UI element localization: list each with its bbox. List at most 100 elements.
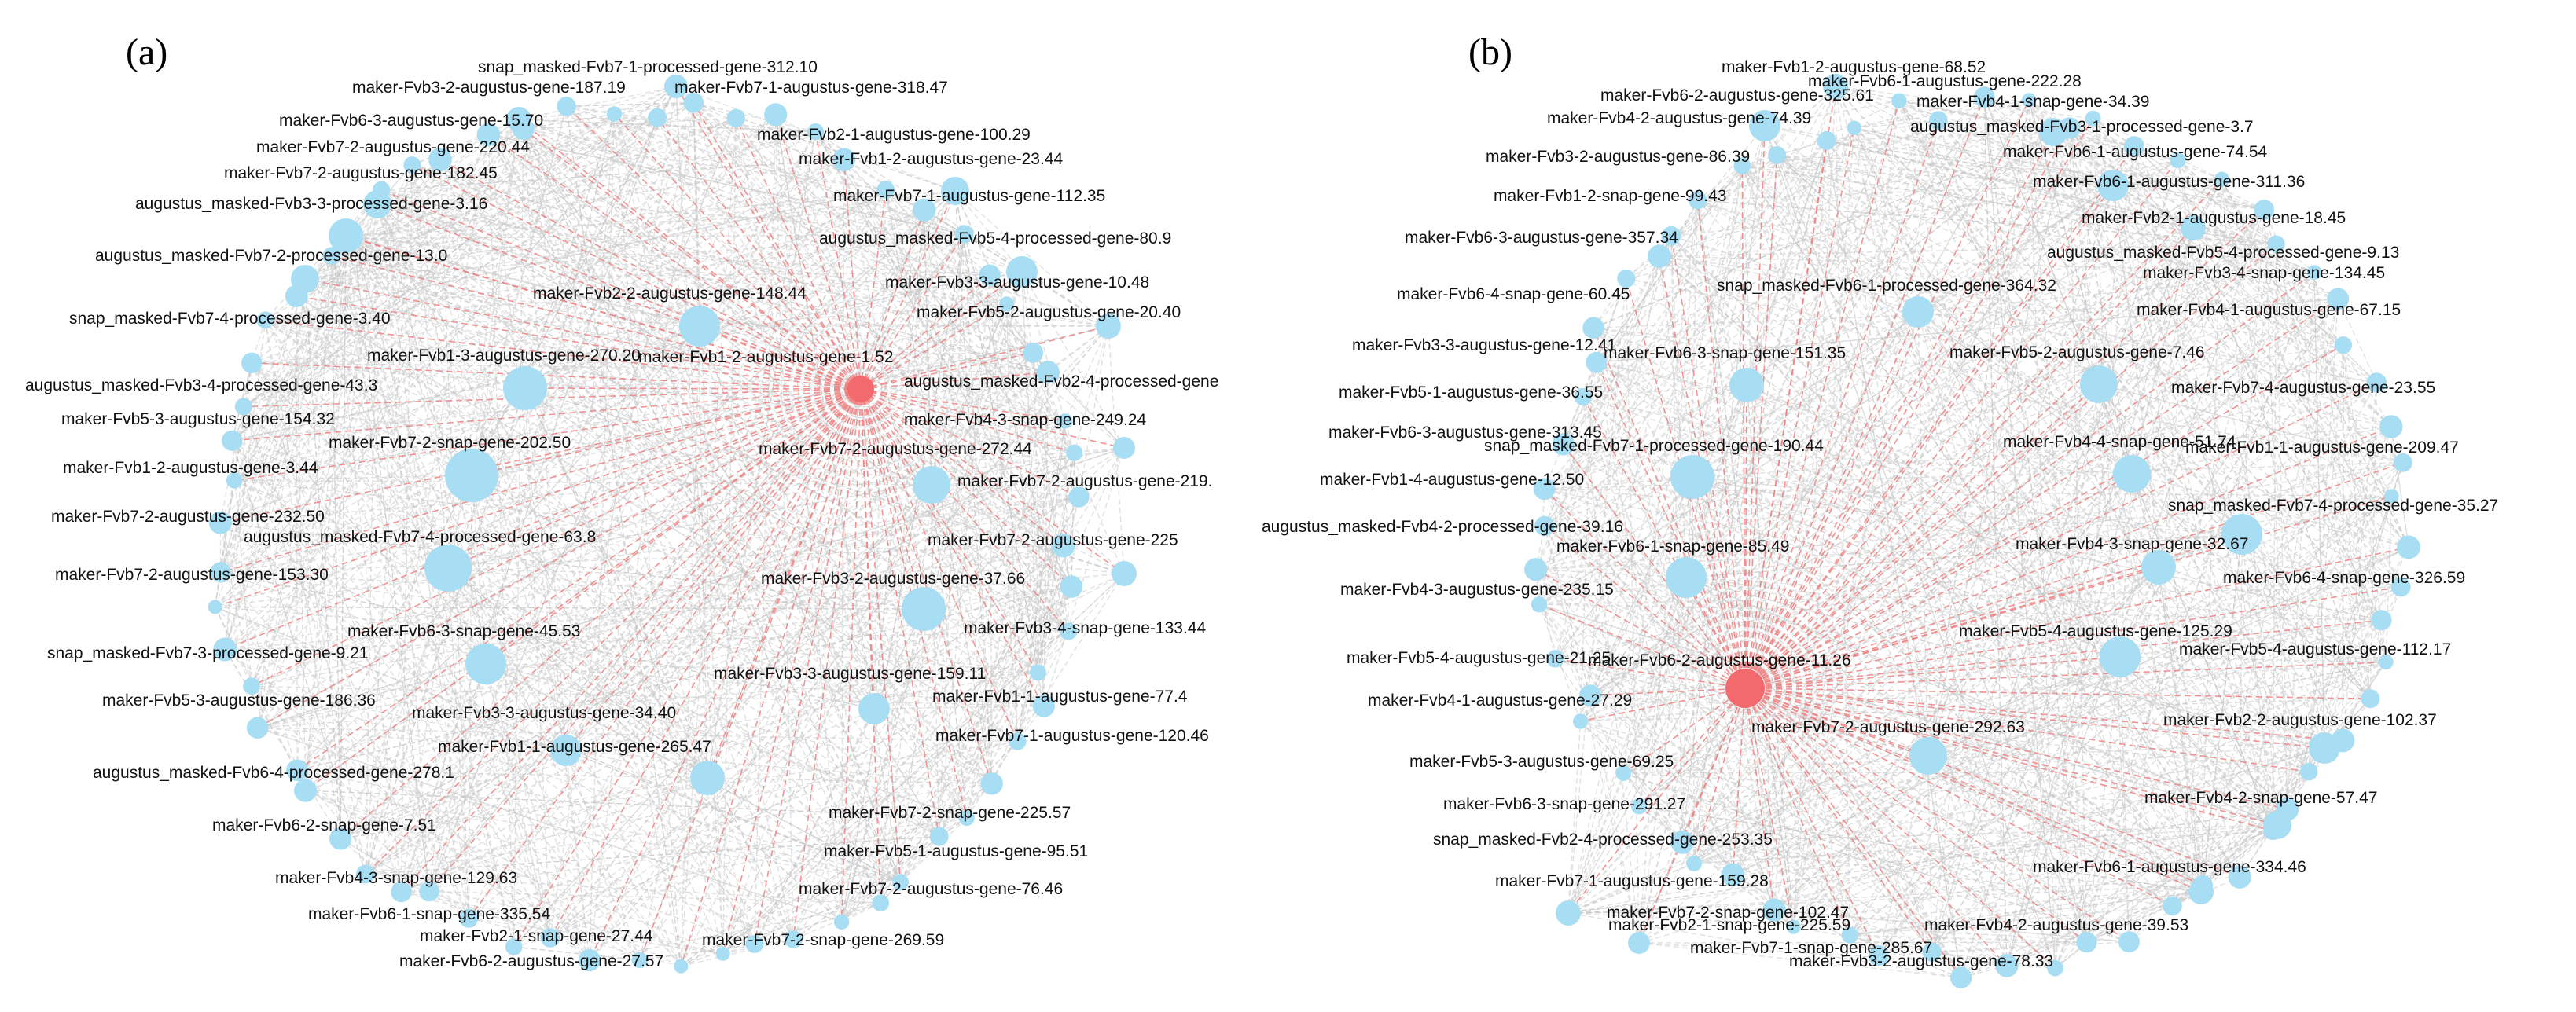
- gene-node[interactable]: [1060, 622, 1078, 640]
- gene-node[interactable]: [2163, 896, 2182, 916]
- gene-node[interactable]: [1534, 515, 1555, 536]
- gene-node[interactable]: [2047, 959, 2063, 977]
- gene-node[interactable]: [2390, 577, 2411, 597]
- gene-node[interactable]: [2181, 215, 2206, 240]
- gene-node[interactable]: [2228, 865, 2251, 889]
- gene-node[interactable]: [1586, 351, 1608, 373]
- gene-node[interactable]: [1057, 413, 1073, 429]
- gene-node[interactable]: [913, 466, 950, 504]
- gene-node[interactable]: [1817, 130, 1836, 151]
- gene-node[interactable]: [1762, 898, 1786, 922]
- gene-node[interactable]: [1661, 226, 1681, 246]
- panel-a-hub-node[interactable]: [847, 376, 874, 402]
- gene-node[interactable]: [2188, 879, 2214, 904]
- gene-node[interactable]: [1847, 120, 1861, 135]
- gene-node[interactable]: [1868, 945, 1889, 966]
- gene-node[interactable]: [2141, 550, 2176, 585]
- gene-node[interactable]: [2267, 235, 2285, 253]
- gene-node[interactable]: [1630, 798, 1648, 815]
- gene-node[interactable]: [505, 938, 523, 955]
- gene-node[interactable]: [858, 693, 890, 724]
- gene-node[interactable]: [648, 108, 667, 127]
- gene-node[interactable]: [2334, 336, 2353, 354]
- gene-node[interactable]: [606, 106, 623, 122]
- gene-node[interactable]: [391, 882, 412, 903]
- gene-node[interactable]: [1113, 437, 1135, 459]
- gene-node[interactable]: [664, 75, 688, 98]
- gene-node[interactable]: [2085, 110, 2101, 126]
- gene-node[interactable]: [745, 935, 764, 953]
- gene-node[interactable]: [322, 247, 341, 265]
- gene-node[interactable]: [2393, 453, 2412, 472]
- gene-node[interactable]: [419, 881, 439, 902]
- gene-node[interactable]: [902, 587, 946, 631]
- gene-node[interactable]: [726, 108, 745, 127]
- gene-node[interactable]: [1670, 830, 1694, 854]
- gene-node[interactable]: [363, 190, 391, 218]
- gene-node[interactable]: [291, 265, 319, 293]
- gene-node[interactable]: [1973, 86, 1995, 108]
- gene-node[interactable]: [445, 449, 498, 502]
- gene-node[interactable]: [1578, 684, 1601, 707]
- gene-node[interactable]: [872, 894, 890, 911]
- gene-node[interactable]: [1582, 317, 1604, 339]
- gene-node[interactable]: [1729, 368, 1764, 402]
- gene-node[interactable]: [2371, 610, 2392, 631]
- gene-node[interactable]: [459, 908, 479, 928]
- gene-node[interactable]: [832, 148, 856, 171]
- gene-node[interactable]: [876, 181, 895, 199]
- gene-node[interactable]: [2076, 932, 2097, 953]
- gene-node[interactable]: [715, 946, 730, 961]
- gene-node[interactable]: [2306, 265, 2322, 280]
- gene-node[interactable]: [2263, 811, 2291, 839]
- gene-node[interactable]: [1009, 732, 1027, 750]
- gene-node[interactable]: [226, 472, 243, 489]
- gene-node[interactable]: [2327, 288, 2350, 310]
- gene-node[interactable]: [913, 198, 936, 222]
- gene-node[interactable]: [2097, 170, 2129, 201]
- gene-node[interactable]: [1823, 74, 1848, 99]
- gene-node[interactable]: [807, 123, 825, 141]
- gene-node[interactable]: [2300, 763, 2318, 781]
- gene-node[interactable]: [1060, 575, 1083, 598]
- gene-node[interactable]: [1670, 455, 1714, 499]
- gene-node[interactable]: [329, 827, 352, 850]
- gene-node[interactable]: [1572, 713, 1589, 729]
- gene-node[interactable]: [2214, 171, 2229, 187]
- gene-node[interactable]: [2118, 931, 2140, 953]
- gene-node[interactable]: [241, 352, 263, 373]
- gene-node[interactable]: [2113, 455, 2151, 493]
- gene-node[interactable]: [1533, 478, 1556, 500]
- gene-node[interactable]: [784, 930, 803, 948]
- gene-node[interactable]: [979, 264, 1001, 286]
- gene-node[interactable]: [674, 959, 689, 974]
- gene-node[interactable]: [1786, 919, 1801, 934]
- gene-node[interactable]: [833, 914, 850, 930]
- gene-node[interactable]: [476, 123, 501, 147]
- gene-node[interactable]: [1546, 650, 1564, 668]
- gene-node[interactable]: [243, 677, 260, 695]
- gene-node[interactable]: [424, 544, 472, 592]
- gene-node[interactable]: [1032, 695, 1055, 717]
- gene-node[interactable]: [2022, 93, 2037, 108]
- gene-node[interactable]: [1615, 765, 1632, 781]
- gene-node[interactable]: [1841, 926, 1858, 944]
- gene-node[interactable]: [208, 600, 222, 614]
- gene-node[interactable]: [210, 562, 231, 583]
- gene-node[interactable]: [2170, 152, 2186, 169]
- gene-node[interactable]: [2080, 365, 2118, 403]
- gene-node[interactable]: [356, 864, 376, 884]
- gene-node[interactable]: [1689, 191, 1707, 210]
- gene-node[interactable]: [941, 177, 969, 205]
- gene-node[interactable]: [1902, 296, 1934, 328]
- gene-node[interactable]: [550, 735, 582, 766]
- gene-node[interactable]: [246, 717, 269, 739]
- gene-node[interactable]: [1891, 93, 1907, 108]
- gene-node[interactable]: [690, 761, 725, 795]
- gene-node[interactable]: [999, 296, 1015, 312]
- gene-node[interactable]: [1531, 596, 1548, 613]
- gene-node[interactable]: [234, 398, 252, 416]
- gene-node[interactable]: [679, 306, 720, 346]
- gene-node[interactable]: [222, 430, 243, 451]
- gene-node[interactable]: [294, 779, 318, 802]
